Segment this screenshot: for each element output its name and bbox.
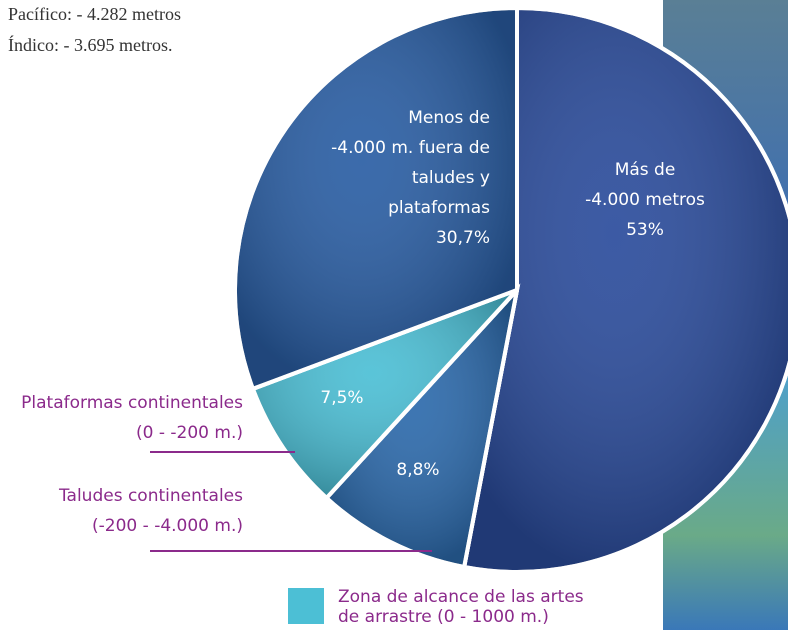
note: Pacífico: - 4.282 metros: [8, 4, 181, 24]
annotation: Taludes continentales: [58, 486, 243, 506]
annotation: (-200 - -4.000 m.): [92, 516, 243, 536]
slice-shade: [250, 288, 519, 501]
note: Índico: - 3.695 metros.: [8, 34, 172, 55]
slice-label: taludes y: [412, 168, 490, 188]
slice-shade: [461, 5, 788, 574]
slice-label: Más de: [615, 160, 676, 180]
legend-label: de arrastre (0 - 1000 m.): [338, 607, 549, 627]
value-label: 30,7%: [436, 228, 490, 248]
slice-shade: [233, 5, 519, 392]
value-label: 53%: [626, 220, 664, 240]
value-label: 7,5%: [320, 388, 363, 408]
legend-swatch: [288, 588, 324, 624]
slice-label: Menos de: [408, 108, 490, 128]
slice-label: -4.000 metros: [585, 190, 705, 210]
legend-label: Zona de alcance de las artes: [338, 587, 584, 607]
annotation: (0 - -200 m.): [136, 423, 243, 443]
slice-label: plataformas: [388, 198, 490, 218]
slice-shade: [323, 283, 521, 570]
slice-label: -4.000 m. fuera de: [331, 138, 490, 158]
value-label: 8,8%: [396, 460, 439, 480]
annotation: Plataformas continentales: [21, 393, 243, 413]
